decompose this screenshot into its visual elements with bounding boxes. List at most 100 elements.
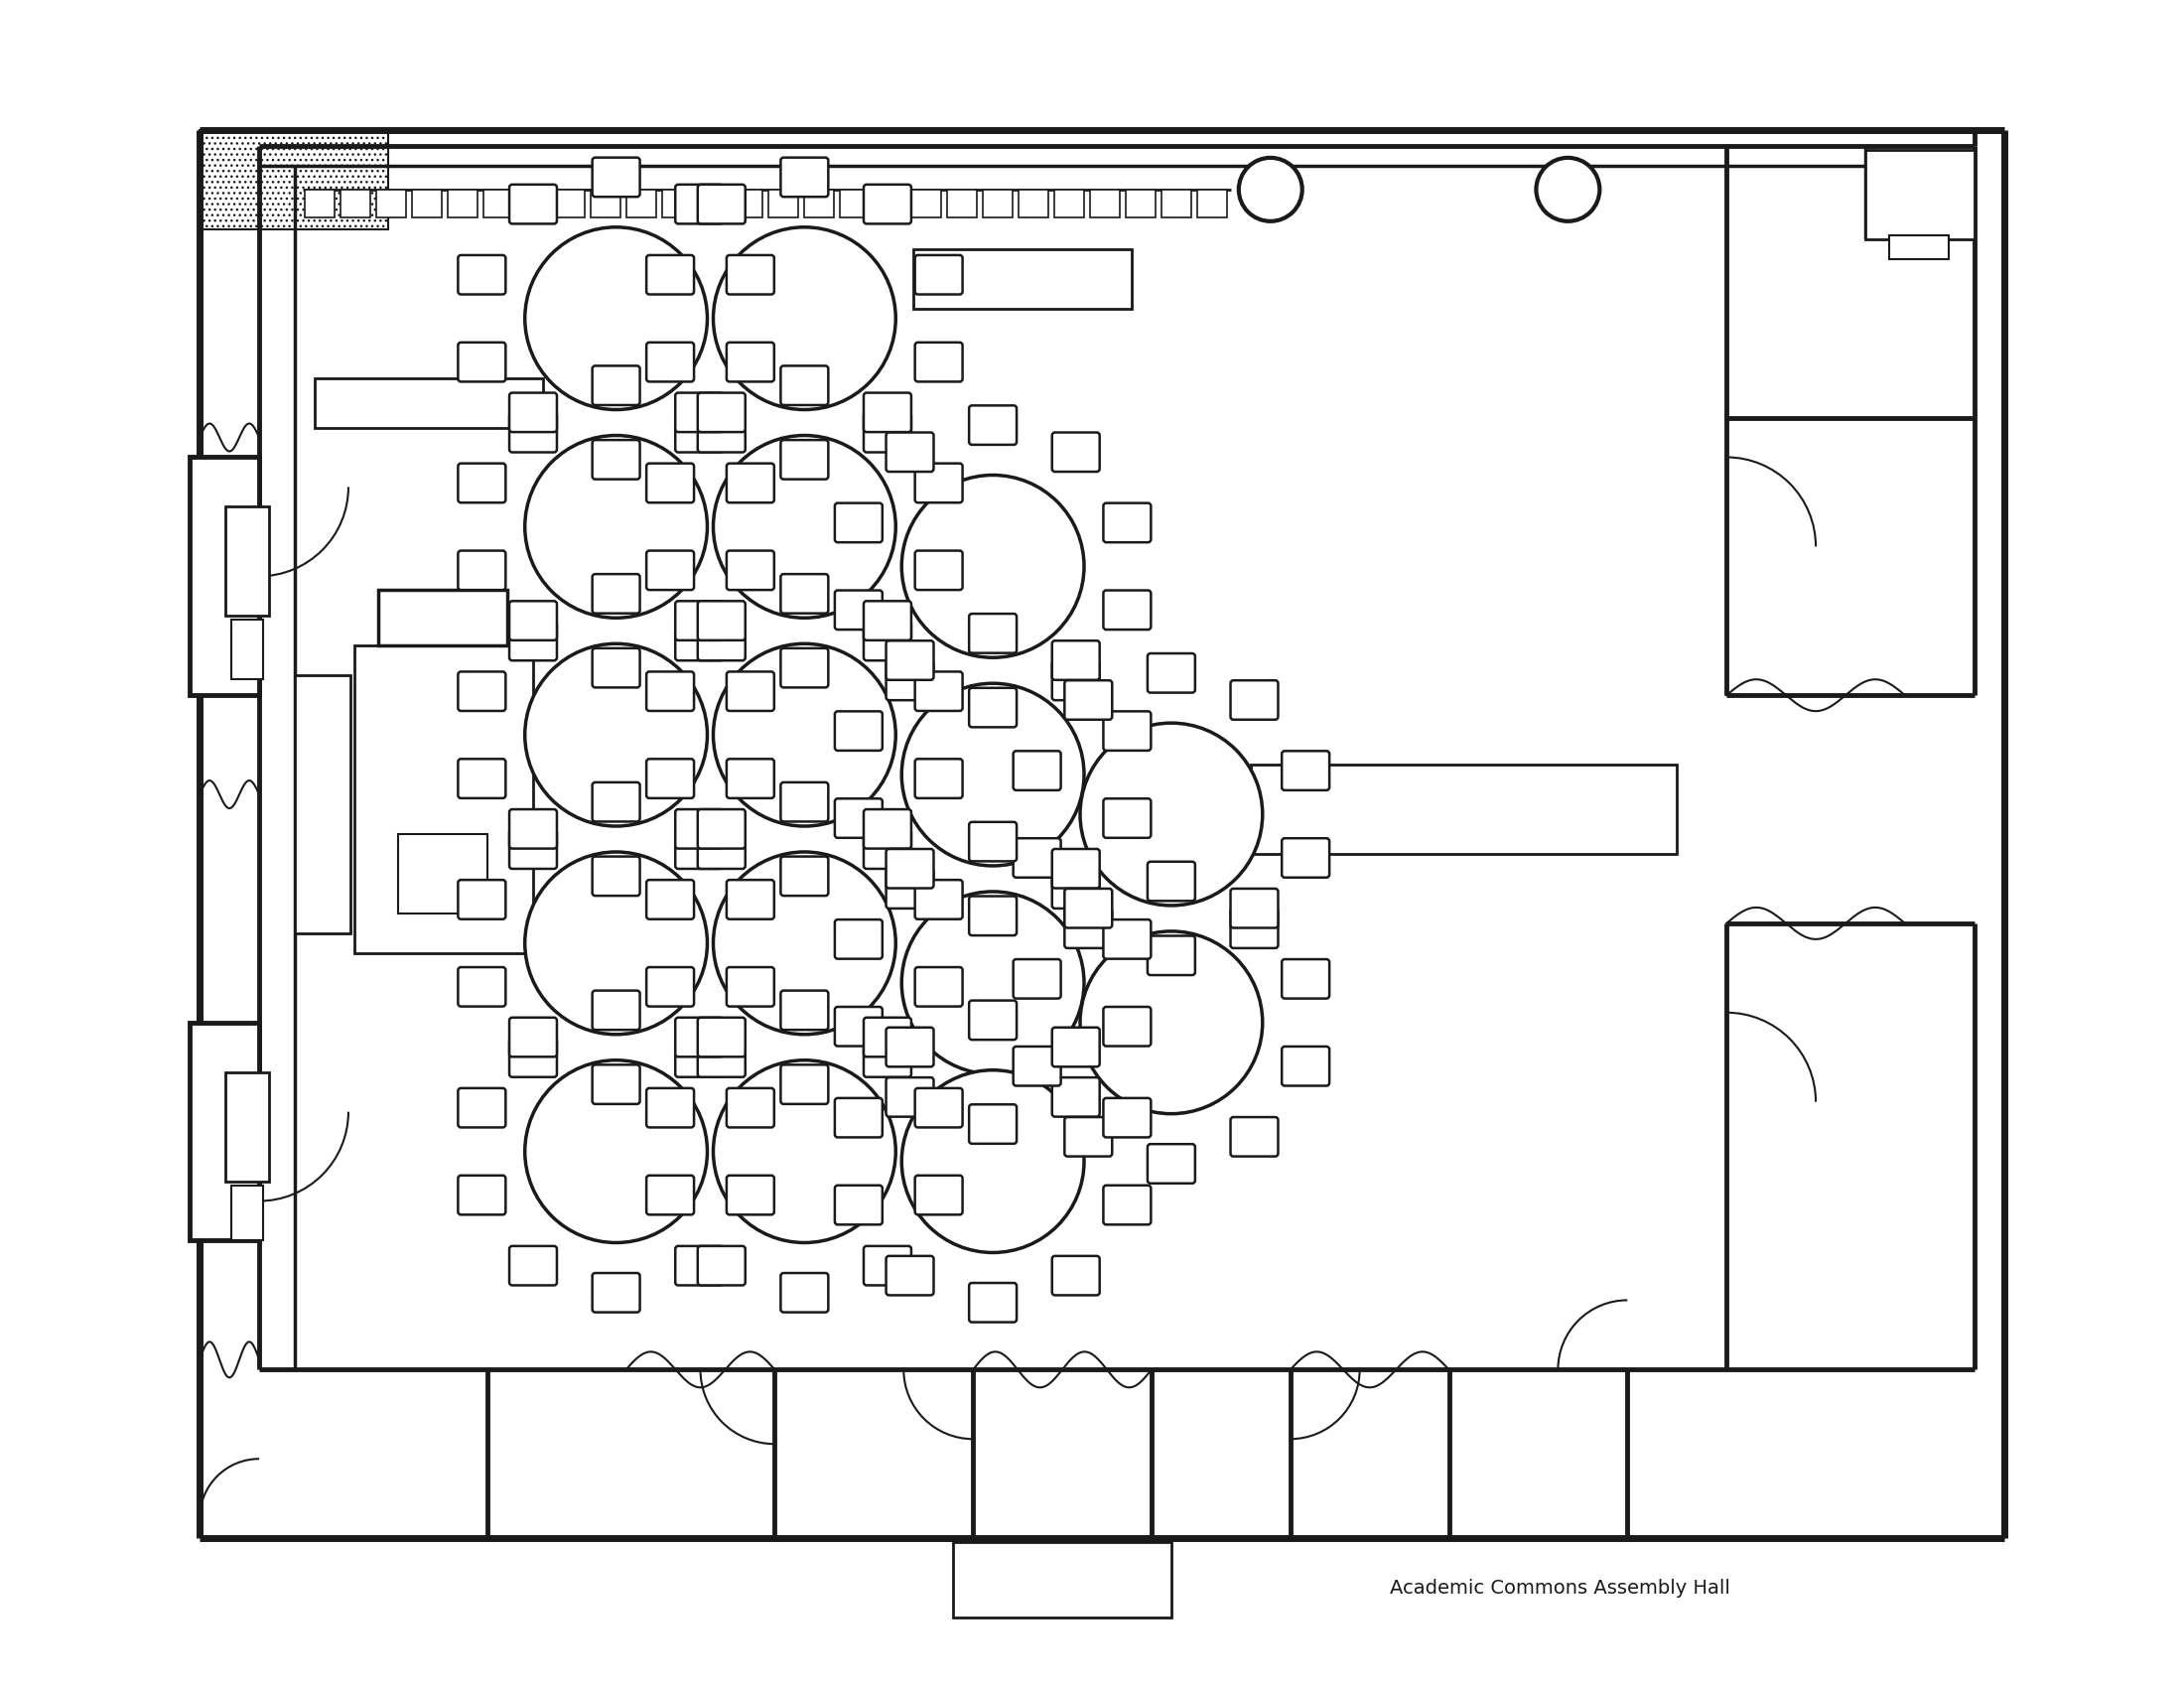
- FancyBboxPatch shape: [1147, 653, 1195, 692]
- FancyBboxPatch shape: [727, 464, 773, 503]
- FancyBboxPatch shape: [834, 503, 882, 542]
- FancyBboxPatch shape: [675, 829, 723, 869]
- FancyBboxPatch shape: [675, 621, 723, 660]
- Bar: [983, 189, 1013, 218]
- FancyBboxPatch shape: [675, 393, 723, 432]
- FancyBboxPatch shape: [646, 464, 695, 503]
- Bar: [378, 591, 507, 647]
- FancyBboxPatch shape: [780, 366, 828, 405]
- FancyBboxPatch shape: [1282, 1047, 1330, 1085]
- FancyBboxPatch shape: [697, 829, 745, 869]
- FancyBboxPatch shape: [1103, 1099, 1151, 1138]
- FancyBboxPatch shape: [1053, 869, 1099, 908]
- Bar: [697, 189, 727, 218]
- FancyBboxPatch shape: [509, 414, 557, 452]
- FancyBboxPatch shape: [834, 1099, 882, 1138]
- FancyBboxPatch shape: [509, 829, 557, 869]
- Circle shape: [902, 891, 1083, 1074]
- FancyBboxPatch shape: [863, 1038, 911, 1077]
- Bar: [314, 378, 542, 427]
- Bar: [769, 189, 799, 218]
- FancyBboxPatch shape: [646, 343, 695, 381]
- FancyBboxPatch shape: [592, 648, 640, 687]
- FancyBboxPatch shape: [834, 1006, 882, 1047]
- FancyBboxPatch shape: [1053, 432, 1099, 471]
- FancyBboxPatch shape: [509, 809, 557, 849]
- FancyBboxPatch shape: [509, 184, 557, 225]
- FancyBboxPatch shape: [675, 809, 723, 849]
- Circle shape: [1081, 722, 1262, 905]
- FancyBboxPatch shape: [1103, 711, 1151, 751]
- FancyBboxPatch shape: [592, 157, 640, 197]
- FancyBboxPatch shape: [459, 760, 507, 798]
- FancyBboxPatch shape: [915, 1089, 963, 1128]
- Circle shape: [524, 436, 708, 618]
- Circle shape: [1535, 157, 1599, 221]
- Circle shape: [902, 474, 1083, 658]
- FancyBboxPatch shape: [646, 879, 695, 920]
- FancyBboxPatch shape: [675, 1018, 723, 1057]
- FancyBboxPatch shape: [646, 967, 695, 1006]
- FancyBboxPatch shape: [697, 1018, 745, 1057]
- FancyBboxPatch shape: [1053, 1028, 1099, 1067]
- FancyBboxPatch shape: [863, 184, 911, 225]
- Bar: [1055, 189, 1083, 218]
- FancyBboxPatch shape: [1103, 1185, 1151, 1224]
- FancyBboxPatch shape: [887, 869, 935, 908]
- FancyBboxPatch shape: [1147, 1144, 1195, 1183]
- FancyBboxPatch shape: [697, 393, 745, 432]
- Bar: [913, 250, 1131, 309]
- Bar: [397, 834, 487, 913]
- Bar: [341, 189, 371, 218]
- FancyBboxPatch shape: [1103, 920, 1151, 959]
- FancyBboxPatch shape: [697, 601, 745, 640]
- FancyBboxPatch shape: [970, 1001, 1016, 1040]
- FancyBboxPatch shape: [780, 782, 828, 822]
- FancyBboxPatch shape: [697, 414, 745, 452]
- Bar: [225, 506, 269, 616]
- Bar: [804, 189, 834, 218]
- Bar: [190, 457, 260, 695]
- Bar: [199, 130, 389, 230]
- Circle shape: [902, 1070, 1083, 1252]
- FancyBboxPatch shape: [780, 1065, 828, 1104]
- Bar: [232, 1185, 262, 1241]
- FancyBboxPatch shape: [675, 1038, 723, 1077]
- FancyBboxPatch shape: [1013, 839, 1061, 878]
- FancyBboxPatch shape: [509, 1018, 557, 1057]
- FancyBboxPatch shape: [509, 1038, 557, 1077]
- Bar: [376, 189, 406, 218]
- FancyBboxPatch shape: [459, 550, 507, 589]
- FancyBboxPatch shape: [780, 1273, 828, 1312]
- FancyBboxPatch shape: [780, 648, 828, 687]
- Bar: [190, 1023, 260, 1241]
- FancyBboxPatch shape: [459, 343, 507, 381]
- FancyBboxPatch shape: [592, 782, 640, 822]
- Bar: [1865, 150, 1974, 240]
- FancyBboxPatch shape: [592, 991, 640, 1030]
- FancyBboxPatch shape: [727, 1089, 773, 1128]
- FancyBboxPatch shape: [1064, 888, 1112, 928]
- Bar: [627, 189, 655, 218]
- FancyBboxPatch shape: [592, 1065, 640, 1104]
- FancyBboxPatch shape: [1013, 959, 1061, 999]
- Circle shape: [524, 852, 708, 1035]
- Bar: [1090, 189, 1120, 218]
- FancyBboxPatch shape: [1147, 935, 1195, 976]
- Circle shape: [714, 643, 895, 825]
- FancyBboxPatch shape: [1053, 1256, 1099, 1295]
- FancyBboxPatch shape: [675, 1246, 723, 1285]
- FancyBboxPatch shape: [1230, 1117, 1278, 1156]
- FancyBboxPatch shape: [834, 920, 882, 959]
- Bar: [911, 189, 941, 218]
- FancyBboxPatch shape: [1053, 641, 1099, 680]
- FancyBboxPatch shape: [970, 1283, 1016, 1322]
- FancyBboxPatch shape: [970, 1104, 1016, 1144]
- Bar: [225, 1072, 269, 1182]
- FancyBboxPatch shape: [459, 464, 507, 503]
- FancyBboxPatch shape: [509, 601, 557, 640]
- FancyBboxPatch shape: [887, 662, 935, 701]
- FancyBboxPatch shape: [780, 157, 828, 197]
- FancyBboxPatch shape: [459, 255, 507, 294]
- Bar: [876, 189, 906, 218]
